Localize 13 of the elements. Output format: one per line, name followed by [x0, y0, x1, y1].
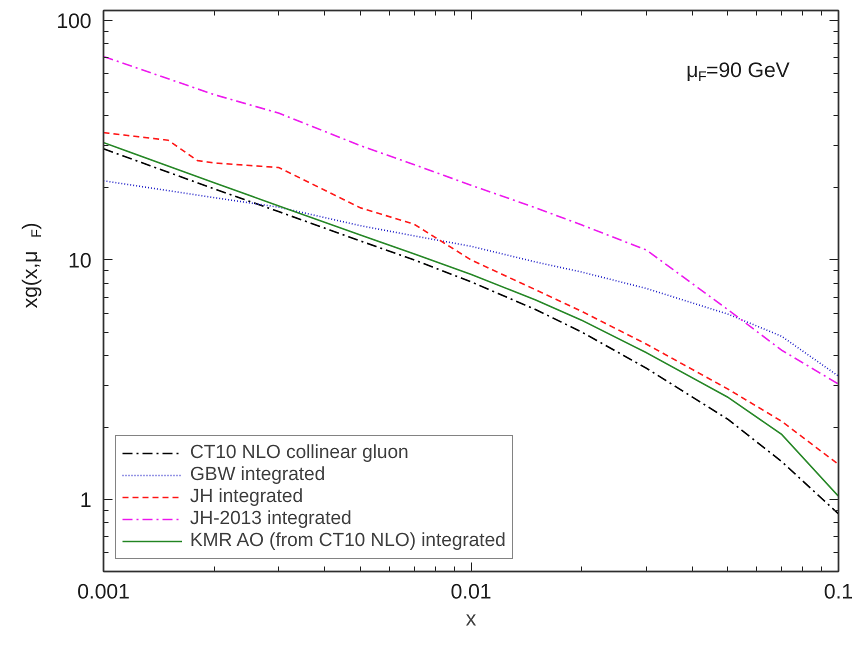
x-axis-title: x — [466, 608, 477, 630]
legend-label: JH integrated — [190, 486, 304, 508]
legend-label: GBW integrated — [190, 464, 326, 486]
y-axis-title: xg(x,μF) — [19, 222, 44, 308]
y-tick-label: 1 — [80, 488, 92, 512]
y-tick-label: 10 — [68, 249, 92, 272]
x-tick-label: 0.001 — [77, 580, 130, 604]
legend-label: KMR AO (from CT10 NLO) integrated — [190, 530, 506, 552]
x-tick-label: 0.1 — [824, 580, 854, 604]
x-tick-label: 0.01 — [450, 580, 492, 604]
y-tick-label: 100 — [56, 10, 92, 33]
legend-label: JH-2013 integrated — [190, 508, 352, 530]
legend-label: CT10 NLO collinear gluon — [190, 442, 409, 464]
